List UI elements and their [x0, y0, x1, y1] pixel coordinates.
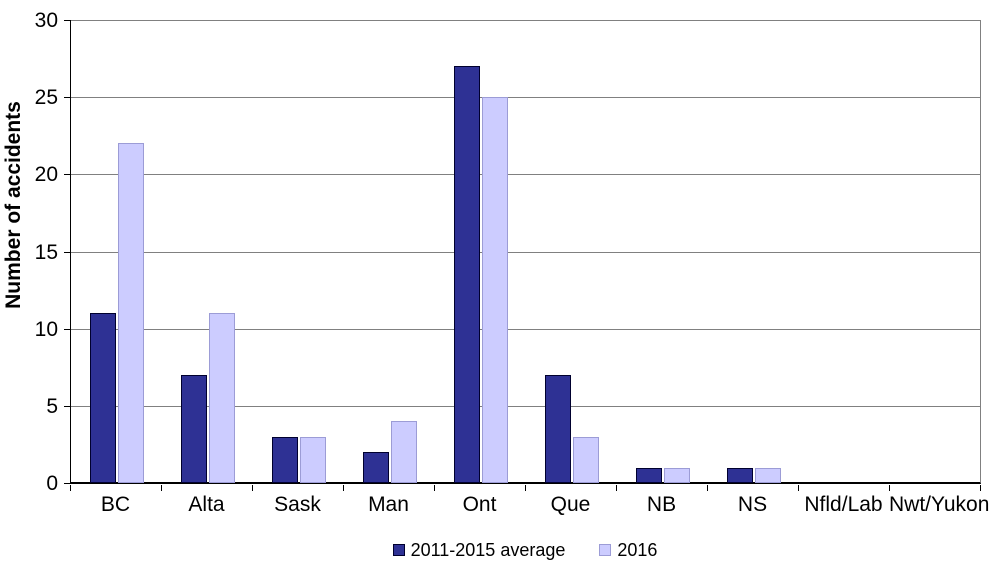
bar-2016-sask [299, 436, 326, 483]
y-tick-mark-30 [64, 20, 70, 21]
y-tick-mark-25 [64, 97, 70, 99]
x-category-label-man: Man [368, 493, 409, 516]
legend-item-0: 2011-2015 average [392, 540, 566, 560]
bar-2016-ns [754, 467, 781, 483]
plot-area [70, 20, 981, 484]
bar-2011-2015-average-ns [726, 467, 753, 483]
legend-label: 2011-2015 average [410, 540, 566, 560]
y-tick-mark-0 [64, 483, 70, 484]
x-category-label-nfld-lab: Nfld/Lab [804, 493, 883, 516]
gridline-10 [71, 328, 980, 330]
x-category-label-ont: Ont [462, 493, 497, 516]
gridline-25 [71, 97, 980, 99]
x-category-label-bc: BC [100, 493, 131, 516]
bar-2016-bc [117, 143, 144, 483]
y-tick-mark-5 [64, 405, 70, 407]
legend: 2011-2015 average 2016 [70, 541, 980, 559]
x-category-label-sask: Sask [274, 493, 321, 516]
legend-marker-icon [392, 544, 405, 556]
y-tick-label-10: 10 [34, 317, 58, 341]
legend-item-1: 2016 [599, 541, 657, 559]
y-tick-label-5: 5 [46, 394, 58, 418]
x-tick-mark-1 [161, 485, 162, 491]
y-axis-title: Number of accidents [2, 101, 25, 309]
x-category-label-que: Que [550, 493, 591, 516]
bar-2016-alta [208, 313, 235, 483]
y-tick-label-15: 15 [34, 240, 58, 264]
y-tick-mark-15 [64, 251, 70, 253]
y-tick-label-20: 20 [34, 163, 58, 187]
bar-2016-ont [481, 97, 508, 483]
x-tick-mark-7 [707, 485, 708, 491]
x-tick-mark-8 [798, 485, 799, 491]
y-tick-mark-10 [64, 328, 70, 330]
bar-2011-2015-average-sask [271, 436, 298, 483]
gridline-15 [71, 251, 980, 253]
x-tick-mark-5 [525, 485, 526, 491]
bar-2011-2015-average-man [362, 452, 389, 483]
bar-2016-nb [663, 467, 690, 483]
bar-2016-que [572, 436, 599, 483]
x-category-label-nwt-yukon: Nwt/Yukon [889, 493, 990, 516]
x-category-label-ns: NS [737, 493, 768, 516]
bar-2011-2015-average-que [544, 374, 571, 483]
x-tick-mark-10 [980, 485, 981, 491]
legend-label: 2016 [617, 540, 658, 560]
x-category-label-alta: Alta [188, 493, 225, 516]
x-tick-mark-2 [252, 485, 253, 491]
bar-2011-2015-average-bc [89, 313, 116, 483]
y-tick-mark-20 [64, 174, 70, 176]
y-tick-label-30: 30 [34, 9, 58, 32]
x-tick-mark-9 [889, 485, 890, 491]
gridline-20 [71, 174, 980, 176]
x-tick-mark-0 [70, 485, 71, 491]
x-tick-mark-4 [434, 485, 435, 491]
legend-marker-icon [599, 544, 612, 556]
gridline-30 [71, 20, 980, 21]
bar-2011-2015-average-ont [453, 66, 480, 483]
bar-2011-2015-average-nb [635, 467, 662, 483]
bar-2016-man [390, 421, 417, 483]
y-tick-label-0: 0 [46, 472, 58, 495]
bar-2011-2015-average-alta [180, 374, 207, 483]
gridline-5 [71, 405, 980, 407]
x-tick-mark-3 [343, 485, 344, 491]
x-tick-mark-6 [616, 485, 617, 491]
x-category-label-nb: NB [646, 493, 677, 516]
y-tick-label-25: 25 [34, 86, 58, 110]
